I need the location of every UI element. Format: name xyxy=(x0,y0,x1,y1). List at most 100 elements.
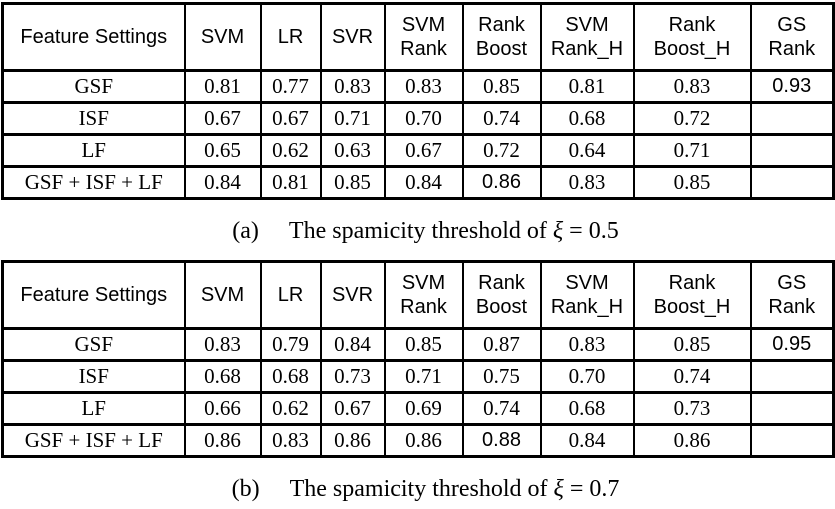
row-label-cell: ISF xyxy=(1,101,186,136)
value-cell: 0.87 xyxy=(461,327,542,362)
xi-symbol: ξ xyxy=(553,476,564,502)
value-cell: 0.66 xyxy=(183,391,262,426)
value-cell: 0.83 xyxy=(383,69,464,104)
header-row: Feature Settings SVM LR SVR SVM Rank Rank Boo… xyxy=(1,260,835,330)
value-cell xyxy=(749,165,835,200)
table-body: GSF 0.83 0.79 0.84 0.85 0.87 0.83 0.85 0.95 ISF 0.… xyxy=(1,327,835,458)
row-label-cell: LF xyxy=(1,133,186,168)
value-cell: 0.86 xyxy=(383,423,464,458)
value-cell: 0.68 xyxy=(183,359,262,394)
caption-b: (b) The spamicity threshold of ξ = 0.7 xyxy=(1,475,832,503)
row-label-cell: GSF xyxy=(1,69,186,104)
table-row: GSF + ISF + LF 0.84 0.81 0.85 0.84 0.86 0.83 0.… xyxy=(1,165,835,200)
header-cell: Rank Boost_H xyxy=(632,2,752,72)
value-cell: 0.95 xyxy=(749,327,835,362)
value-cell: 0.85 xyxy=(319,165,386,200)
value-cell: 0.62 xyxy=(259,391,322,426)
value-cell: 0.64 xyxy=(539,133,635,168)
header-cell: SVM Rank xyxy=(383,260,464,330)
value-cell: 0.74 xyxy=(461,391,542,426)
header-cell: GS Rank xyxy=(749,260,835,330)
row-label-cell: ISF xyxy=(1,359,186,394)
caption-b-label: (b) xyxy=(231,476,260,502)
value-cell: 0.83 xyxy=(183,327,262,362)
value-cell: 0.67 xyxy=(383,133,464,168)
value-cell xyxy=(749,423,835,458)
header-cell: SVM Rank_H xyxy=(539,260,635,330)
value-cell: 0.81 xyxy=(259,165,322,200)
value-cell xyxy=(749,359,835,394)
value-cell: 0.74 xyxy=(461,101,542,136)
value-cell: 0.85 xyxy=(632,165,752,200)
value-cell: 0.72 xyxy=(632,101,752,136)
header-cell: Feature Settings xyxy=(1,260,186,330)
value-cell xyxy=(749,101,835,136)
value-cell: 0.74 xyxy=(632,359,752,394)
results-table-b: Feature Settings SVM LR SVR SVM Rank Rank Boo… xyxy=(1,260,835,458)
header-cell: SVM xyxy=(183,2,262,72)
value-cell: 0.88 xyxy=(461,423,542,458)
results-table-a: Feature Settings SVM LR SVR SVM Rank Rank Boo… xyxy=(1,2,835,200)
value-cell: 0.71 xyxy=(319,101,386,136)
header-cell: SVM Rank xyxy=(383,2,464,72)
table-row: GSF 0.83 0.79 0.84 0.85 0.87 0.83 0.85 0.95 xyxy=(1,327,835,362)
header-row: Feature Settings SVM LR SVR SVM Rank Rank Boo… xyxy=(1,2,835,72)
value-cell: 0.62 xyxy=(259,133,322,168)
table-body: GSF 0.81 0.77 0.83 0.83 0.85 0.81 0.83 0.93 ISF 0.… xyxy=(1,69,835,200)
table-row: GSF 0.81 0.77 0.83 0.83 0.85 0.81 0.83 0.93 xyxy=(1,69,835,104)
caption-a-label: (a) xyxy=(232,218,259,244)
value-cell: 0.70 xyxy=(383,101,464,136)
value-cell: 0.86 xyxy=(319,423,386,458)
value-cell: 0.85 xyxy=(632,327,752,362)
value-cell: 0.68 xyxy=(259,359,322,394)
header-cell: Feature Settings xyxy=(1,2,186,72)
value-cell: 0.75 xyxy=(461,359,542,394)
row-label-cell: GSF + ISF + LF xyxy=(1,423,186,458)
value-cell: 0.84 xyxy=(319,327,386,362)
table-row: ISF 0.67 0.67 0.71 0.70 0.74 0.68 0.72 xyxy=(1,101,835,136)
value-cell: 0.86 xyxy=(632,423,752,458)
value-cell: 0.85 xyxy=(461,69,542,104)
value-cell: 0.63 xyxy=(319,133,386,168)
header-cell: LR xyxy=(259,260,322,330)
caption-b-value: = 0.7 xyxy=(569,476,620,502)
value-cell: 0.68 xyxy=(539,391,635,426)
caption-b-text: The spamicity threshold of xyxy=(289,476,548,502)
value-cell: 0.67 xyxy=(319,391,386,426)
header-cell: LR xyxy=(259,2,322,72)
header-cell: Rank Boost xyxy=(461,2,542,72)
value-cell xyxy=(749,133,835,168)
value-cell: 0.84 xyxy=(539,423,635,458)
table-row: LF 0.65 0.62 0.63 0.67 0.72 0.64 0.71 xyxy=(1,133,835,168)
value-cell: 0.70 xyxy=(539,359,635,394)
value-cell: 0.71 xyxy=(383,359,464,394)
caption-a-text: The spamicity threshold of xyxy=(288,218,547,244)
value-cell: 0.67 xyxy=(259,101,322,136)
header-cell: Rank Boost xyxy=(461,260,542,330)
value-cell: 0.73 xyxy=(319,359,386,394)
value-cell: 0.67 xyxy=(183,101,262,136)
header-cell: GS Rank xyxy=(749,2,835,72)
value-cell: 0.84 xyxy=(383,165,464,200)
header-cell: SVR xyxy=(319,2,386,72)
value-cell: 0.72 xyxy=(461,133,542,168)
value-cell: 0.68 xyxy=(539,101,635,136)
table-row: ISF 0.68 0.68 0.73 0.71 0.75 0.70 0.74 xyxy=(1,359,835,394)
value-cell: 0.85 xyxy=(383,327,464,362)
caption-a-value: = 0.5 xyxy=(569,218,619,244)
value-cell: 0.83 xyxy=(319,69,386,104)
value-cell xyxy=(749,391,835,426)
xi-symbol: ξ xyxy=(552,218,564,244)
value-cell: 0.79 xyxy=(259,327,322,362)
value-cell: 0.93 xyxy=(749,69,835,104)
value-cell: 0.83 xyxy=(632,69,752,104)
value-cell: 0.86 xyxy=(183,423,262,458)
header-cell: SVM Rank_H xyxy=(539,2,635,72)
caption-a: (a) The spamicity threshold of ξ = 0.5 xyxy=(1,217,832,245)
value-cell: 0.83 xyxy=(259,423,322,458)
header-cell: SVM xyxy=(183,260,262,330)
value-cell: 0.86 xyxy=(461,165,542,200)
value-cell: 0.65 xyxy=(183,133,262,168)
value-cell: 0.73 xyxy=(632,391,752,426)
